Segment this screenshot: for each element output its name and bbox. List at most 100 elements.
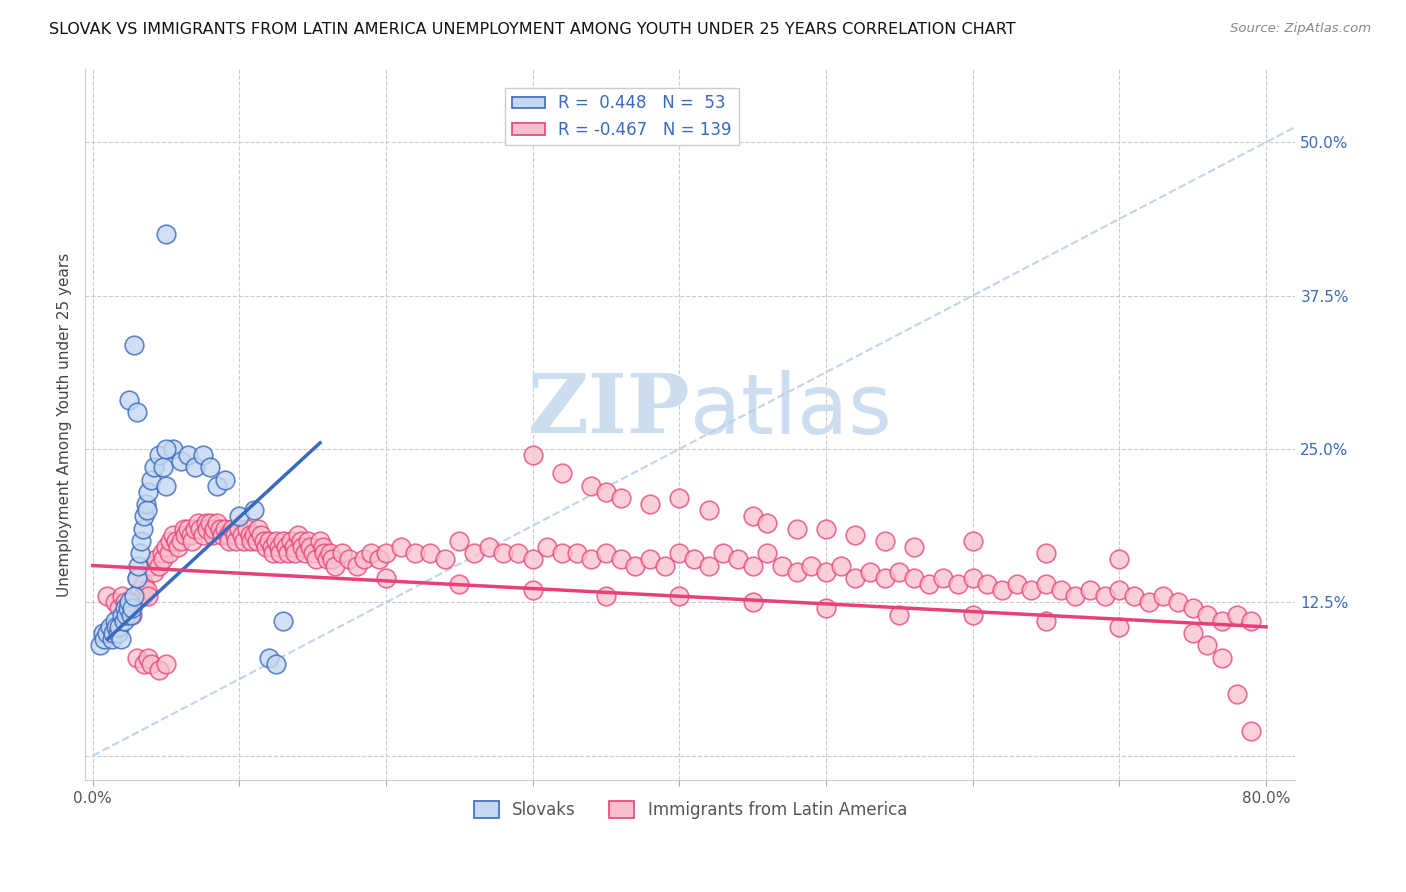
Point: [104, 595, 127, 609]
Point: [741, 595, 763, 609]
Point: [96, 589, 118, 603]
Point: [283, 540, 305, 554]
Point: [1181, 626, 1204, 640]
Point: [111, 607, 134, 622]
Point: [668, 491, 690, 505]
Point: [225, 533, 247, 548]
Point: [844, 528, 866, 542]
Point: [155, 227, 177, 242]
Point: [138, 650, 160, 665]
Point: [155, 479, 177, 493]
Point: [291, 540, 314, 554]
Legend: Slovaks, Immigrants from Latin America: Slovaks, Immigrants from Latin America: [467, 794, 914, 825]
Point: [624, 558, 647, 573]
Point: [157, 546, 180, 560]
Point: [264, 657, 287, 671]
Point: [125, 650, 148, 665]
Point: [294, 546, 316, 560]
Point: [1211, 614, 1233, 628]
Point: [353, 552, 375, 566]
Point: [991, 583, 1014, 598]
Point: [111, 589, 134, 603]
Point: [1064, 589, 1087, 603]
Point: [239, 528, 262, 542]
Point: [419, 546, 441, 560]
Point: [697, 558, 720, 573]
Point: [815, 522, 838, 536]
Point: [243, 503, 266, 517]
Point: [112, 614, 135, 628]
Point: [162, 442, 184, 456]
Point: [903, 571, 925, 585]
Point: [595, 546, 617, 560]
Point: [290, 533, 312, 548]
Point: [138, 484, 160, 499]
Point: [683, 552, 706, 566]
Point: [697, 503, 720, 517]
Point: [962, 607, 984, 622]
Point: [128, 546, 150, 560]
Point: [581, 479, 603, 493]
Point: [121, 601, 143, 615]
Point: [243, 528, 266, 542]
Point: [132, 509, 155, 524]
Point: [181, 533, 204, 548]
Point: [246, 533, 269, 548]
Point: [339, 552, 361, 566]
Point: [269, 546, 291, 560]
Point: [228, 522, 250, 536]
Point: [174, 528, 197, 542]
Point: [131, 522, 153, 536]
Point: [727, 552, 749, 566]
Point: [305, 552, 328, 566]
Point: [1226, 607, 1249, 622]
Point: [1152, 589, 1174, 603]
Point: [91, 626, 114, 640]
Point: [276, 540, 298, 554]
Point: [264, 533, 287, 548]
Point: [321, 552, 343, 566]
Point: [260, 540, 283, 554]
Point: [104, 614, 127, 628]
Point: [449, 577, 471, 591]
Point: [254, 540, 277, 554]
Point: [522, 448, 544, 462]
Point: [118, 392, 141, 407]
Point: [1240, 614, 1263, 628]
Point: [173, 522, 195, 536]
Point: [522, 552, 544, 566]
Point: [581, 552, 603, 566]
Point: [134, 497, 156, 511]
Point: [595, 589, 617, 603]
Point: [136, 503, 159, 517]
Point: [1094, 589, 1116, 603]
Point: [204, 522, 226, 536]
Text: SLOVAK VS IMMIGRANTS FROM LATIN AMERICA UNEMPLOYMENT AMONG YOUTH UNDER 25 YEARS : SLOVAK VS IMMIGRANTS FROM LATIN AMERICA …: [49, 22, 1015, 37]
Point: [224, 528, 246, 542]
Point: [125, 405, 148, 419]
Point: [89, 638, 111, 652]
Point: [148, 663, 170, 677]
Point: [207, 479, 229, 493]
Point: [228, 509, 250, 524]
Point: [143, 460, 166, 475]
Point: [1108, 552, 1130, 566]
Point: [360, 546, 382, 560]
Point: [141, 473, 163, 487]
Point: [184, 522, 207, 536]
Point: [262, 546, 284, 560]
Point: [815, 565, 838, 579]
Point: [115, 607, 138, 622]
Point: [155, 442, 177, 456]
Point: [257, 650, 280, 665]
Point: [150, 546, 173, 560]
Point: [96, 626, 118, 640]
Point: [214, 473, 236, 487]
Point: [177, 522, 200, 536]
Point: [1123, 589, 1146, 603]
Point: [1049, 583, 1071, 598]
Point: [312, 540, 335, 554]
Point: [298, 540, 321, 554]
Text: atlas: atlas: [690, 369, 893, 450]
Point: [1021, 583, 1043, 598]
